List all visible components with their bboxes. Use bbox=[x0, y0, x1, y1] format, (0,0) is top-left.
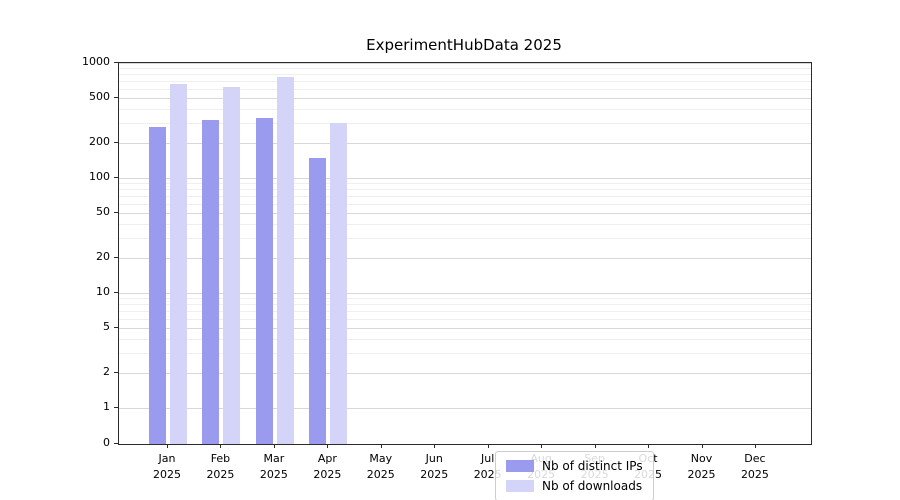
major-gridline bbox=[119, 258, 811, 260]
x-tick-mark bbox=[220, 444, 222, 448]
y-tick-mark bbox=[114, 372, 118, 374]
x-tick-label-may: May 2025 bbox=[366, 452, 395, 481]
minor-gridline bbox=[119, 223, 811, 225]
major-gridline bbox=[119, 408, 811, 409]
minor-gridline bbox=[119, 203, 811, 205]
minor-gridline bbox=[119, 298, 811, 300]
y-tick-label: 500 bbox=[89, 89, 110, 103]
x-tick-mark bbox=[434, 444, 436, 448]
y-tick-mark bbox=[114, 326, 118, 328]
x-tick-mark bbox=[648, 444, 650, 448]
bar-mar-distinct-ips bbox=[255, 118, 273, 444]
minor-gridline bbox=[119, 195, 811, 197]
x-tick-label-dec: Dec 2025 bbox=[740, 452, 769, 481]
x-tick-label-jul: Jul 2025 bbox=[473, 452, 502, 481]
x-tick-mark bbox=[594, 444, 596, 448]
minor-gridline bbox=[119, 338, 811, 340]
x-tick-mark bbox=[167, 444, 168, 448]
legend-entry-distinct-ips: Nb of distinct IPs bbox=[506, 459, 643, 473]
major-gridline bbox=[119, 178, 811, 179]
bar-feb-downloads bbox=[223, 86, 241, 444]
x-tick-label-mar: Mar 2025 bbox=[259, 452, 288, 481]
y-tick-label: 0 bbox=[103, 436, 110, 449]
minor-gridline bbox=[119, 183, 811, 185]
x-tick-mark bbox=[327, 444, 329, 448]
bar-apr-distinct-ips bbox=[309, 157, 327, 444]
x-tick-label-jan: Jan 2025 bbox=[153, 452, 181, 481]
minor-gridline bbox=[119, 238, 811, 240]
y-tick-label: 50 bbox=[96, 204, 110, 218]
y-tick-mark bbox=[114, 292, 118, 293]
y-tick-label: 10 bbox=[96, 285, 110, 298]
y-tick-label: 200 bbox=[89, 135, 110, 149]
legend-label-downloads: Nb of downloads bbox=[542, 479, 643, 493]
y-tick-label: 5 bbox=[103, 319, 110, 333]
x-tick-mark bbox=[541, 444, 543, 448]
major-gridline bbox=[119, 373, 811, 375]
minor-gridline bbox=[119, 353, 811, 355]
major-gridline bbox=[119, 143, 811, 145]
minor-gridline bbox=[119, 189, 811, 191]
legend: Nb of distinct IPs Nb of downloads bbox=[495, 451, 654, 500]
x-tick-mark bbox=[380, 444, 382, 448]
x-tick-label-jun: Jun 2025 bbox=[420, 452, 449, 481]
minor-gridline bbox=[119, 318, 811, 320]
y-tick-label: 20 bbox=[96, 250, 110, 264]
bar-jan-distinct-ips bbox=[149, 126, 166, 444]
plot-area: Nb of distinct IPs Nb of downloads bbox=[118, 62, 812, 500]
bar-jan-downloads bbox=[170, 83, 187, 444]
minor-gridline bbox=[119, 310, 811, 312]
minor-gridline bbox=[119, 123, 811, 125]
y-tick-mark bbox=[114, 62, 118, 63]
y-tick-mark bbox=[114, 407, 118, 408]
minor-gridline bbox=[119, 80, 811, 82]
y-tick-label: 2 bbox=[103, 365, 110, 379]
major-gridline bbox=[119, 97, 811, 99]
y-tick-mark bbox=[114, 96, 118, 98]
bar-apr-downloads bbox=[330, 123, 348, 444]
minor-gridline bbox=[119, 68, 811, 70]
bar-mar-downloads bbox=[276, 76, 294, 444]
chart-title: ExperimentHubData 2025 bbox=[366, 36, 562, 54]
x-tick-mark bbox=[701, 444, 703, 448]
x-tick-label-apr: Apr 2025 bbox=[313, 452, 342, 481]
y-tick-label: 1 bbox=[103, 400, 110, 413]
x-tick-mark bbox=[487, 444, 489, 448]
y-tick-mark bbox=[114, 177, 118, 178]
y-tick-mark bbox=[114, 443, 118, 444]
y-tick-mark bbox=[114, 257, 118, 259]
major-gridline bbox=[119, 327, 811, 329]
bar-feb-distinct-ips bbox=[202, 119, 220, 444]
major-gridline bbox=[119, 293, 811, 294]
minor-gridline bbox=[119, 108, 811, 110]
x-tick-label-nov: Nov 2025 bbox=[687, 452, 716, 481]
major-gridline bbox=[119, 63, 811, 64]
x-tick-label-feb: Feb 2025 bbox=[206, 452, 235, 481]
legend-swatch-downloads bbox=[506, 480, 534, 492]
legend-entry-downloads: Nb of downloads bbox=[506, 479, 643, 493]
minor-gridline bbox=[119, 74, 811, 76]
y-tick-label: 100 bbox=[89, 170, 110, 183]
major-gridline bbox=[119, 212, 811, 214]
minor-gridline bbox=[119, 304, 811, 306]
x-tick-mark bbox=[273, 444, 275, 448]
minor-gridline bbox=[119, 88, 811, 90]
y-tick-mark bbox=[114, 211, 118, 213]
legend-label-distinct-ips: Nb of distinct IPs bbox=[542, 459, 643, 473]
y-tick-label: 1000 bbox=[82, 55, 110, 68]
x-tick-mark bbox=[754, 444, 756, 448]
legend-swatch-distinct-ips bbox=[506, 460, 534, 472]
y-tick-mark bbox=[114, 142, 118, 144]
